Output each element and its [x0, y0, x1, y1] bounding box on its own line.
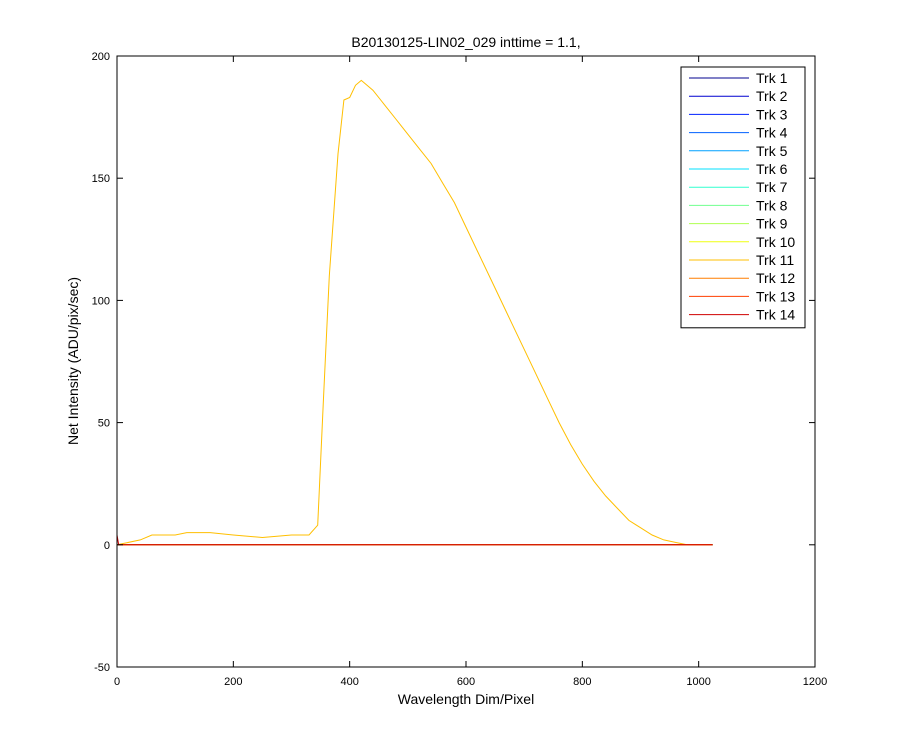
- legend-box: [680, 66, 806, 329]
- y-tick-label: -50: [94, 662, 110, 674]
- x-tick-label: 1000: [686, 676, 710, 688]
- legend-label: Trk 3: [756, 106, 788, 122]
- y-axis: -50 0 50 100 150 200: [92, 51, 815, 674]
- legend-label: Trk 2: [756, 88, 788, 104]
- y-tick-label: 150: [92, 173, 110, 185]
- legend-label: Trk 4: [756, 125, 788, 141]
- legend-label: Trk 14: [756, 307, 795, 323]
- y-tick-label: 100: [92, 295, 110, 307]
- x-axis-label: Wavelength Dim/Pixel: [398, 691, 534, 707]
- chart-title: B20130125-LIN02_029 inttime = 1.1,: [351, 34, 580, 50]
- legend-label: Trk 10: [756, 234, 795, 250]
- x-tick-label: 600: [457, 676, 475, 688]
- legend-label: Trk 11: [756, 252, 794, 268]
- y-tick-label: 200: [92, 51, 110, 63]
- legend-label: Trk 5: [756, 143, 788, 159]
- x-tick-label: 1200: [803, 676, 827, 688]
- legend-label: Trk 13: [756, 288, 795, 304]
- x-axis: 0 200 400 600 800 1000 1200: [114, 56, 827, 688]
- x-tick-label: 0: [114, 676, 120, 688]
- y-axis-label: Net Intensity (ADU/pix/sec): [65, 277, 81, 445]
- legend: Trk 1 Trk 2 Trk 3 Trk 4 Trk 5 Trk 6 Trk 7 Trk 8…: [680, 66, 806, 329]
- legend-label: Trk 12: [756, 270, 795, 286]
- x-tick-label: 400: [340, 676, 358, 688]
- series-line-11: [116, 79, 713, 546]
- legend-label: Trk 7: [756, 179, 788, 195]
- x-tick-label: 200: [224, 676, 242, 688]
- legend-label: Trk 1: [756, 70, 788, 86]
- legend-label: Trk 9: [756, 216, 788, 232]
- y-tick-label: 0: [104, 540, 110, 552]
- legend-label: Trk 6: [756, 161, 788, 177]
- x-tick-label: 800: [573, 676, 591, 688]
- y-tick-label: 50: [98, 418, 110, 430]
- legend-label: Trk 8: [756, 197, 788, 213]
